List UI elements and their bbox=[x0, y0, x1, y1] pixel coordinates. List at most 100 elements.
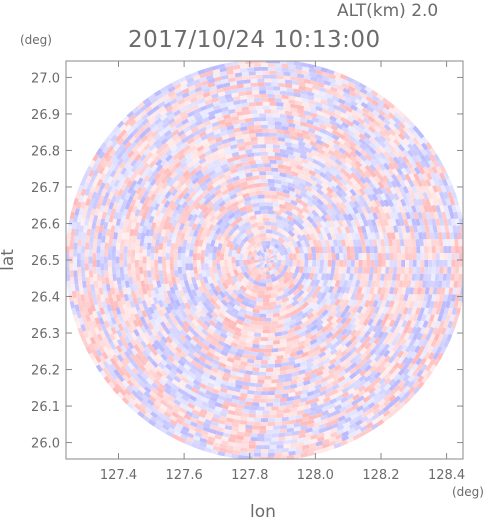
radar-cell bbox=[316, 399, 325, 406]
radar-cell bbox=[411, 205, 417, 213]
radar-cell bbox=[279, 172, 287, 178]
radar-cell bbox=[332, 409, 341, 416]
radar-cell bbox=[416, 363, 424, 372]
radar-cell bbox=[414, 160, 422, 169]
radar-cell bbox=[196, 368, 205, 375]
radar-cell bbox=[308, 343, 317, 351]
radar-cell bbox=[119, 388, 127, 397]
radar-cell bbox=[325, 214, 333, 222]
radar-cell bbox=[73, 263, 78, 271]
radar-cell bbox=[254, 257, 259, 260]
radar-cell bbox=[311, 84, 320, 91]
radar-cell bbox=[97, 300, 103, 309]
radar-cell bbox=[251, 292, 259, 298]
radar-cell bbox=[238, 61, 246, 65]
radar-cell bbox=[217, 419, 226, 425]
radar-cell bbox=[79, 178, 87, 187]
radar-cell bbox=[250, 226, 259, 233]
radar-cell bbox=[127, 270, 132, 278]
radar-cell bbox=[392, 406, 401, 414]
radar-cell bbox=[388, 144, 396, 153]
radar-cell bbox=[278, 140, 286, 146]
radar-cell bbox=[89, 185, 96, 193]
radar-cell bbox=[179, 183, 188, 192]
radar-cell bbox=[140, 232, 146, 240]
radar-cell bbox=[401, 287, 407, 295]
radar-cell bbox=[427, 246, 433, 254]
radar-cell bbox=[231, 366, 240, 373]
radar-cell bbox=[245, 310, 254, 317]
radar-cell bbox=[150, 152, 159, 160]
radar-cell bbox=[172, 179, 181, 188]
radar-cell bbox=[376, 325, 384, 334]
radar-cell bbox=[234, 232, 243, 240]
radar-cell bbox=[243, 164, 252, 170]
radar-cell bbox=[202, 367, 211, 374]
radar-cell bbox=[287, 229, 296, 238]
radar-cell bbox=[89, 327, 96, 335]
radar-cell bbox=[145, 382, 154, 391]
radar-cell bbox=[204, 447, 212, 453]
radar-cell bbox=[304, 327, 313, 335]
radar-cell bbox=[349, 194, 357, 203]
radar-cell bbox=[155, 239, 160, 247]
radar-cell bbox=[328, 440, 337, 447]
radar-cell bbox=[110, 139, 118, 148]
radar-cell bbox=[130, 159, 138, 167]
radar-cell bbox=[88, 342, 95, 351]
radar-cell bbox=[422, 345, 430, 354]
radar-cell bbox=[318, 232, 325, 241]
radar-cell bbox=[364, 427, 373, 434]
radar-cell bbox=[374, 136, 382, 144]
radar-cell bbox=[274, 67, 282, 72]
radar-cell bbox=[183, 391, 191, 399]
radar-cell bbox=[368, 239, 374, 247]
radar-cell bbox=[177, 174, 185, 183]
radar-cell bbox=[272, 340, 281, 345]
radar-cell bbox=[266, 367, 274, 372]
radar-cell bbox=[305, 431, 313, 438]
radar-cell bbox=[181, 266, 187, 274]
radar-cell bbox=[427, 307, 434, 315]
radar-cell bbox=[236, 266, 242, 274]
radar-cell bbox=[162, 344, 171, 353]
radar-cell bbox=[175, 90, 184, 98]
radar-cell bbox=[292, 288, 301, 297]
radar-cell bbox=[408, 339, 416, 347]
radar-cell bbox=[123, 335, 131, 344]
radar-cell bbox=[268, 266, 272, 272]
radar-cell bbox=[267, 452, 275, 457]
radar-cell bbox=[332, 369, 341, 377]
radar-cell bbox=[284, 404, 293, 410]
radar-cell bbox=[141, 399, 149, 407]
radar-cell bbox=[225, 209, 234, 217]
radar-cell bbox=[440, 225, 446, 233]
radar-cell bbox=[246, 452, 255, 457]
radar-cell bbox=[124, 232, 130, 240]
radar-cell bbox=[241, 161, 250, 167]
radar-cell bbox=[196, 149, 205, 157]
radar-cell bbox=[352, 433, 361, 441]
radar-cell bbox=[266, 244, 271, 249]
radar-cell bbox=[289, 162, 298, 169]
radar-cell bbox=[130, 322, 137, 331]
radar-cell bbox=[248, 440, 256, 446]
radar-cell bbox=[176, 169, 185, 178]
radar-cell bbox=[196, 188, 204, 197]
radar-cell bbox=[420, 260, 425, 267]
radar-cell bbox=[364, 86, 373, 93]
radar-cell bbox=[134, 221, 141, 230]
radar-cell bbox=[181, 201, 188, 209]
radar-cell bbox=[281, 98, 289, 104]
radar-cell bbox=[165, 253, 170, 260]
radar-cell bbox=[194, 295, 201, 303]
radar-cell bbox=[301, 448, 310, 454]
radar-cell bbox=[255, 268, 261, 274]
radar-cell bbox=[79, 333, 87, 342]
radar-cell bbox=[327, 226, 335, 235]
radar-cell bbox=[433, 333, 440, 342]
radar-cell bbox=[136, 309, 144, 318]
radar-cell bbox=[181, 394, 189, 402]
radar-cell bbox=[186, 235, 193, 244]
radar-cell bbox=[324, 342, 333, 350]
